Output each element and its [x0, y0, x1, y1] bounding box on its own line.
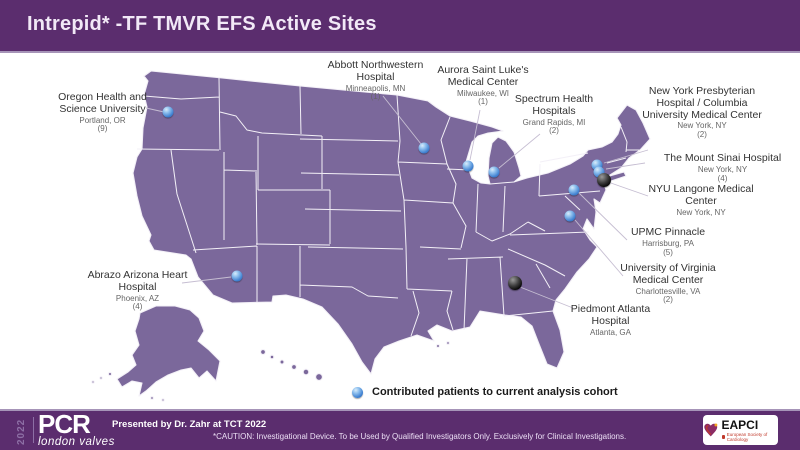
- site-label-nyp: New York Presbyterian Hospital / Columbi…: [642, 85, 762, 140]
- site-label-piedmont: Piedmont Atlanta Hospital Atlanta, GA: [570, 303, 651, 337]
- site-marker-uva: [564, 210, 576, 222]
- site-label-mount-sinai: The Mount Sinai Hospital New York, NY (4…: [663, 152, 782, 183]
- caution-text: *CAUTION: Investigational Device. To be …: [213, 432, 627, 441]
- site-marker-upmc: [568, 184, 580, 196]
- presented-text: Presented by Dr. Zahr at TCT 2022: [112, 419, 267, 430]
- site-label-abrazo: Abrazo Arizona Heart Hospital Phoenix, A…: [87, 269, 188, 312]
- header-bar: [0, 0, 800, 51]
- site-marker-oregon: [162, 106, 174, 118]
- site-label-nyu: NYU Langone Medical Center New York, NY: [648, 183, 754, 217]
- site-label-abbott: Abbott Northwestern Hospital Minneapolis…: [327, 59, 424, 102]
- pcr-logo-text: PCR: [38, 409, 91, 439]
- eapci-society: European Society of Cardiology: [721, 432, 779, 442]
- eapci-heart-icon: [704, 423, 718, 436]
- eapci-logo: EAPCI European Society of Cardiology: [703, 415, 778, 445]
- footer-year: 2022: [16, 418, 27, 445]
- footer-bar: [0, 411, 800, 450]
- footer-accent-strip: [0, 409, 800, 411]
- site-label-spectrum: Spectrum Health Hospitals Grand Rapids, …: [514, 93, 594, 136]
- alaska: [116, 305, 221, 397]
- site-marker-abbott: [418, 142, 430, 154]
- eapci-name: EAPCI: [721, 417, 759, 432]
- slide-title: Intrepid* -TF TMVR EFS Active Sites: [27, 13, 377, 35]
- site-label-oregon: Oregon Health and Science University Por…: [58, 91, 147, 134]
- site-marker-nyu: [597, 173, 611, 187]
- site-marker-abrazo: [231, 270, 243, 282]
- pcr-logo-subtext: london valves: [38, 436, 115, 448]
- usa-outline: [132, 70, 651, 375]
- site-marker-aurora: [462, 160, 474, 172]
- legend-label: Contributed patients to current analysis…: [372, 386, 618, 398]
- site-label-aurora: Aurora Saint Luke's Medical Center Milwa…: [437, 64, 529, 107]
- site-marker-spectrum: [488, 166, 500, 178]
- footer-separator: [33, 417, 34, 443]
- header-accent-strip: [0, 51, 800, 53]
- pcr-logo: PCR london valves: [38, 411, 115, 448]
- site-marker-piedmont: [508, 276, 522, 290]
- site-marker-nyp: [591, 159, 603, 171]
- site-label-upmc: UPMC Pinnacle Harrisburg, PA (5): [630, 226, 706, 257]
- legend-blue-dot-icon: [352, 386, 363, 398]
- hawaii: [260, 349, 323, 381]
- site-label-uva: University of Virginia Medical Center Ch…: [620, 262, 716, 305]
- legend: Contributed patients to current analysis…: [352, 386, 618, 398]
- site-marker-mount-sinai: [593, 166, 605, 178]
- esc-shield-icon: [721, 434, 725, 439]
- leader-lines: [145, 95, 649, 309]
